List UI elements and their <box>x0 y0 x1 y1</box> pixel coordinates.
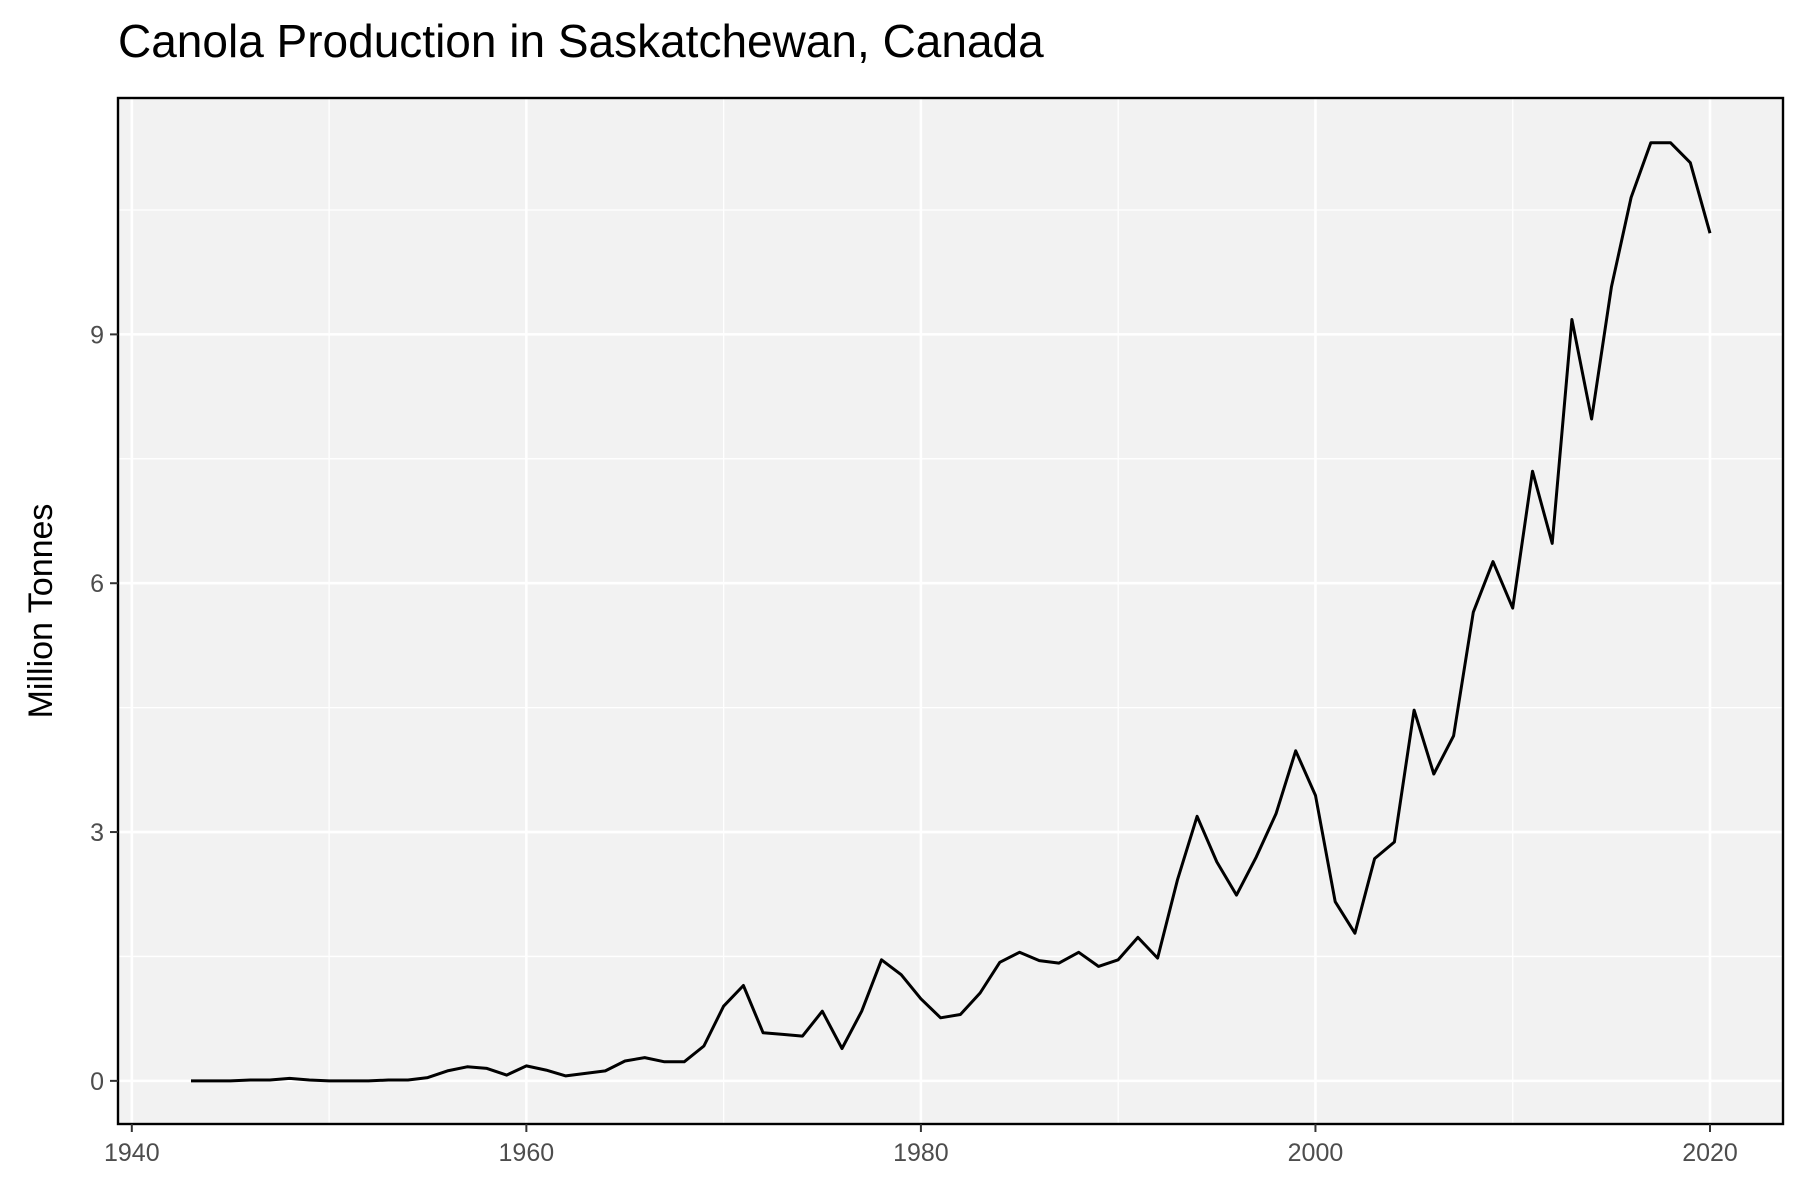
x-axis: 1940 1960 1980 2000 2020 <box>104 1124 1738 1167</box>
y-axis: 0 3 6 9 <box>90 321 118 1096</box>
plot-border <box>116 96 1785 1126</box>
series-line <box>191 141 1712 1083</box>
y-tick-label: 3 <box>90 819 104 847</box>
x-tick-label: 1980 <box>893 1139 949 1167</box>
plot-panel <box>118 98 1783 1124</box>
y-tick-label: 6 <box>90 570 104 598</box>
x-tick-label: 2020 <box>1682 1139 1738 1167</box>
chart-title: Canola Production in Saskatchewan, Canad… <box>118 15 1044 67</box>
minor-gridlines <box>118 98 1783 1124</box>
x-tick-label: 1960 <box>499 1139 555 1167</box>
y-tick-label: 9 <box>90 321 104 349</box>
x-tick-label: 2000 <box>1288 1139 1344 1167</box>
x-tick-label: 1940 <box>104 1139 160 1167</box>
y-axis-title: Million Tonnes <box>22 504 60 719</box>
y-tick-label: 0 <box>90 1068 104 1096</box>
